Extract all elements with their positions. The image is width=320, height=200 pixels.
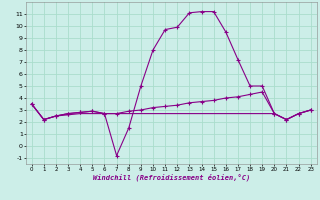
X-axis label: Windchill (Refroidissement éolien,°C): Windchill (Refroidissement éolien,°C) [92, 173, 250, 181]
